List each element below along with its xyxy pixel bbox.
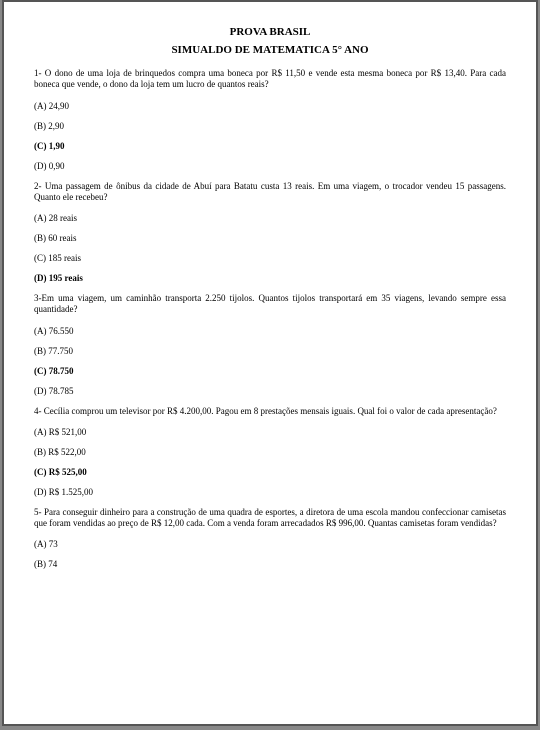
question-text: 4- Cecília comprou um televisor por R$ 4… [34,406,506,417]
question-text: 3-Em uma viagem, um caminhão transporta … [34,293,506,316]
question-option: (D) 78.785 [34,386,506,396]
question-option: (B) 2,90 [34,121,506,131]
question-option-correct: (C) 78.750 [34,366,506,376]
question-option: (A) 24,90 [34,101,506,111]
question-option: (A) R$ 521,00 [34,427,506,437]
question-option: (B) 60 reais [34,233,506,243]
question-option: (C) 185 reais [34,253,506,263]
question-option: (D) 0,90 [34,161,506,171]
question-text: 2- Uma passagem de ônibus da cidade de A… [34,181,506,204]
question-option: (B) R$ 522,00 [34,447,506,457]
question-text: 5- Para conseguir dinheiro para a constr… [34,507,506,530]
header-line-2: SIMUALDO DE MATEMATICA 5° ANO [34,44,506,56]
question-option-correct: (C) R$ 525,00 [34,467,506,477]
question-option: (D) R$ 1.525,00 [34,487,506,497]
question-option: (B) 77.750 [34,346,506,356]
question-option: (B) 74 [34,559,506,569]
question-option: (A) 76.550 [34,326,506,336]
question-option: (A) 73 [34,539,506,549]
header-line-1: PROVA BRASIL [34,26,506,38]
document-page: PROVA BRASIL SIMUALDO DE MATEMATICA 5° A… [2,0,538,726]
question-option-correct: (D) 195 reais [34,273,506,283]
question-text: 1- O dono de uma loja de brinquedos comp… [34,68,506,91]
question-option: (A) 28 reais [34,213,506,223]
question-option-correct: (C) 1,90 [34,141,506,151]
